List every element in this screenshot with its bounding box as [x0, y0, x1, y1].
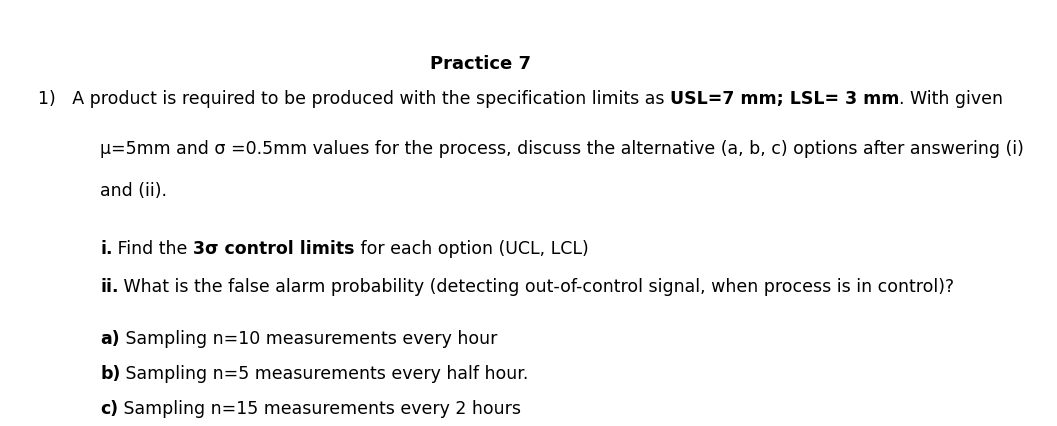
Text: c): c) [100, 399, 118, 417]
Text: Sampling n=5 measurements every half hour.: Sampling n=5 measurements every half hou… [120, 364, 528, 382]
Text: a): a) [100, 329, 119, 347]
Text: 3σ control limits: 3σ control limits [193, 239, 355, 257]
Text: 1)   A product is required to be produced with the specification limits as: 1) A product is required to be produced … [38, 90, 670, 108]
Text: Find the: Find the [112, 239, 193, 257]
Text: for each option (UCL, LCL): for each option (UCL, LCL) [355, 239, 589, 257]
Text: Practice 7: Practice 7 [429, 55, 531, 73]
Text: b): b) [100, 364, 120, 382]
Text: and (ii).: and (ii). [100, 181, 167, 199]
Text: What is the false alarm probability (detecting out-of-control signal, when proce: What is the false alarm probability (det… [118, 277, 954, 295]
Text: . With given: . With given [900, 90, 1003, 108]
Text: Sampling n=15 measurements every 2 hours: Sampling n=15 measurements every 2 hours [118, 399, 521, 417]
Text: ii.: ii. [100, 277, 118, 295]
Text: USL=7 mm; LSL= 3 mm: USL=7 mm; LSL= 3 mm [670, 90, 900, 108]
Text: Sampling n=10 measurements every hour: Sampling n=10 measurements every hour [119, 329, 497, 347]
Text: μ=5mm and σ =0.5mm values for the process, discuss the alternative (a, b, c) opt: μ=5mm and σ =0.5mm values for the proces… [100, 140, 1024, 158]
Text: i.: i. [100, 239, 112, 257]
